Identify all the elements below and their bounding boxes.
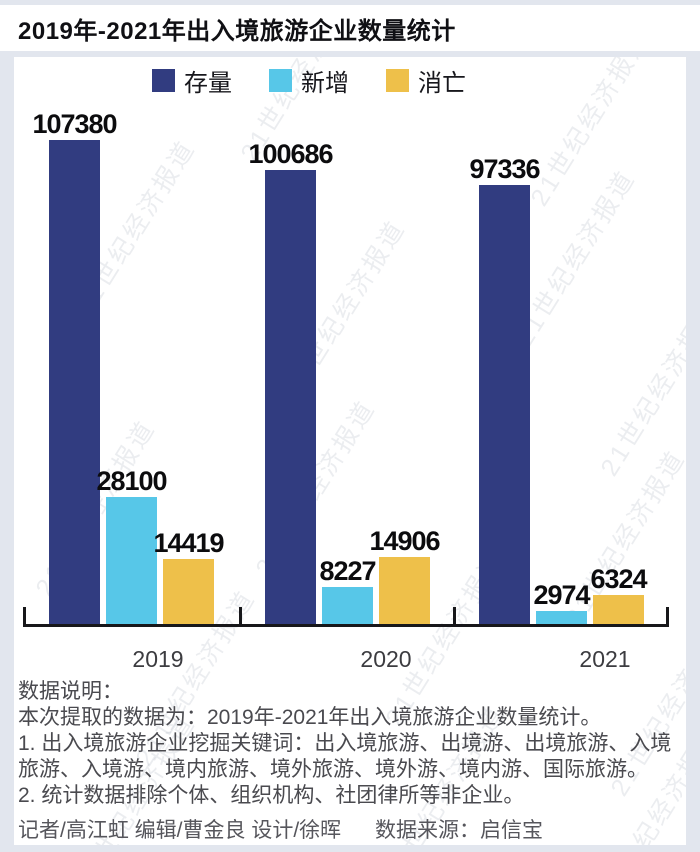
bar-new-2021 xyxy=(536,611,587,624)
legend-item-stock: 存量 xyxy=(152,63,232,98)
x-axis-tick-0 xyxy=(23,607,26,624)
value-label-stock-2021: 97336 xyxy=(469,154,540,184)
legend-swatch-stock xyxy=(152,69,175,92)
x-axis-label-2019: 2019 xyxy=(132,646,184,672)
data-source-text: 数据来源：启信宝 xyxy=(375,819,544,842)
value-label-dead-2020: 14906 xyxy=(369,526,440,556)
footer-credits: 记者/高江虹 编辑/曹金良 设计/徐晖 数据来源：启信宝 xyxy=(18,814,543,844)
chart-card: 21世纪经济报道 21世纪经济报道 21世纪经济报道 21世纪经济报道 21世纪经济报道… xyxy=(14,57,686,845)
legend-label-stock: 存量 xyxy=(184,70,232,97)
legend-item-dead: 消亡 xyxy=(386,63,466,98)
note-line-4: 2. 统计数据排除个体、组织机构、社团律所等非企业。 xyxy=(18,784,525,807)
bar-stock-2019 xyxy=(49,140,100,624)
note-line-3: 旅游、入境游、境内旅游、境外旅游、境外游、境内游、国际旅游。 xyxy=(18,758,648,781)
x-axis-label-2020: 2020 xyxy=(360,646,412,672)
credits-text: 记者/高江虹 编辑/曹金良 设计/徐晖 xyxy=(18,819,342,842)
bar-chart: 107380 28100 14419 2019 100686 8227 14906 2020 9… xyxy=(14,57,686,845)
value-label-dead-2021: 6324 xyxy=(590,564,647,594)
title-bar: 2019年-2021年出入境旅游企业数量统计 xyxy=(0,5,700,51)
note-line-0: 数据说明： xyxy=(18,680,123,703)
bar-dead-2019 xyxy=(163,559,214,624)
legend-label-new: 新增 xyxy=(301,70,349,97)
bar-dead-2020 xyxy=(379,557,430,624)
note-line-2: 1. 出入境旅游企业挖掘关键词：出入境旅游、出境游、出境旅游、入境 xyxy=(18,732,672,755)
bar-new-2019 xyxy=(106,497,157,624)
value-label-stock-2020: 100686 xyxy=(248,139,333,169)
value-label-new-2020: 8227 xyxy=(319,556,376,586)
x-axis-tick-2 xyxy=(453,607,456,624)
value-label-new-2019: 28100 xyxy=(96,466,167,496)
x-axis-tick-1 xyxy=(239,607,242,624)
legend-label-dead: 消亡 xyxy=(418,70,466,97)
legend-swatch-new xyxy=(269,69,292,92)
page-title: 2019年-2021年出入境旅游企业数量统计 xyxy=(18,17,456,45)
bar-stock-2021 xyxy=(479,185,530,624)
value-label-new-2021: 2974 xyxy=(533,580,590,610)
data-notes: 数据说明： 本次提取的数据为：2019年-2021年出入境旅游企业数量统计。 1. … xyxy=(18,679,671,809)
bar-stock-2020 xyxy=(265,170,316,624)
x-axis-label-2021: 2021 xyxy=(579,646,631,672)
x-axis-line xyxy=(23,624,669,627)
bar-dead-2021 xyxy=(593,595,644,624)
x-axis-tick-3 xyxy=(666,607,669,624)
bar-new-2020 xyxy=(322,587,373,624)
value-label-stock-2019: 107380 xyxy=(32,109,117,139)
chart-legend: 存量 新增 消亡 xyxy=(152,63,466,98)
legend-swatch-dead xyxy=(386,69,409,92)
note-line-1: 本次提取的数据为：2019年-2021年出入境旅游企业数量统计。 xyxy=(18,706,602,729)
legend-item-new: 新增 xyxy=(269,63,349,98)
value-label-dead-2019: 14419 xyxy=(153,528,224,558)
